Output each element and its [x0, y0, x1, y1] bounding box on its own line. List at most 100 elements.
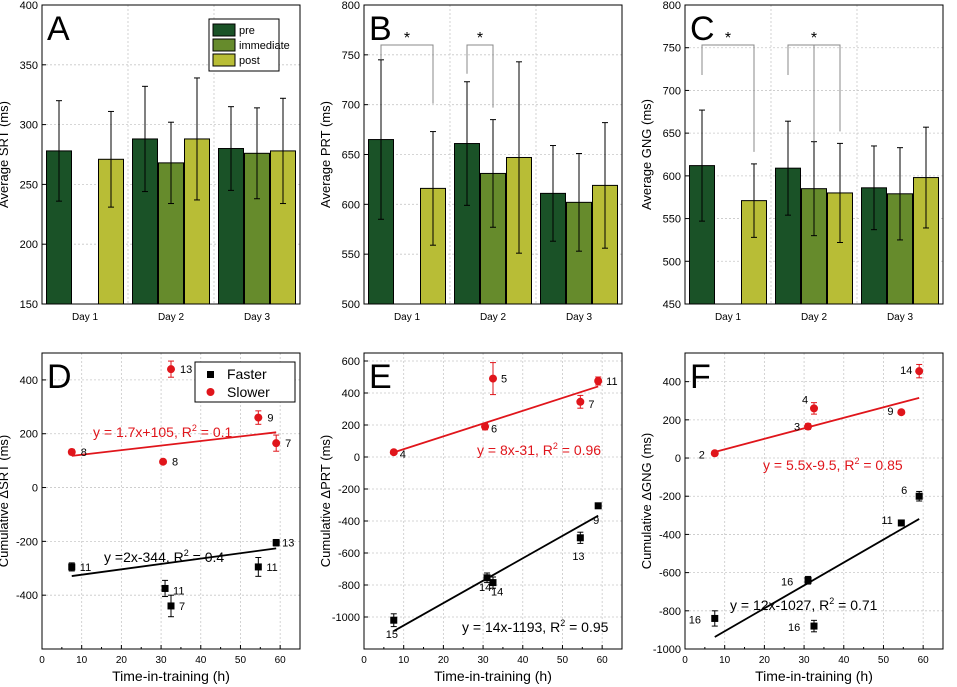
point-label: 16: [689, 614, 701, 626]
panel-f: -1000 -800 -600 -400 -200 0 200 400 0 10 20 30 40 50 6…: [639, 352, 944, 684]
y-tick-label: 700: [342, 100, 360, 112]
y-tick-label: -600: [659, 568, 681, 580]
legend-label-pre: pre: [239, 25, 255, 37]
y-tick-label: 450: [663, 299, 681, 311]
y-tick-label: 250: [20, 179, 38, 191]
legend-bars: pre immediate post: [208, 18, 290, 72]
point-faster: [594, 502, 602, 510]
y-axis-label: Average GNG (ms): [639, 99, 654, 210]
point-faster: [897, 519, 905, 527]
y-tick-label: -400: [338, 516, 360, 528]
y-tick-label: -400: [659, 529, 681, 541]
point-faster: [254, 563, 262, 571]
point-slower: [576, 397, 585, 406]
y-tick-label: 700: [663, 85, 681, 97]
significance-star: *: [725, 30, 731, 47]
y-tick-label: -800: [338, 580, 360, 592]
y-tick-label: 200: [663, 415, 681, 427]
y-tick-label: 750: [663, 43, 681, 55]
x-axis-label: Time-in-training (h): [112, 668, 230, 684]
plot-frame: [684, 4, 944, 305]
point-label: 14: [900, 365, 912, 377]
y-tick-label: 150: [20, 299, 38, 311]
x-tick-label: 20: [116, 655, 128, 666]
point-slower: [489, 374, 497, 383]
point-label: 3: [794, 422, 800, 434]
x-tick-label: Day 1: [394, 312, 421, 323]
fit-line-faster: [71, 547, 277, 577]
y-tick-label: 200: [342, 420, 360, 432]
point-faster: [711, 614, 719, 622]
point-label: 7: [285, 438, 291, 450]
y-tick-label: 600: [663, 171, 681, 183]
y-tick-label: 400: [20, 0, 38, 12]
panel-letter: B: [369, 10, 392, 48]
y-tick-label: 350: [20, 60, 38, 72]
fit-line-slower: [393, 385, 599, 454]
plot-frame: [41, 352, 301, 650]
panel-e: -1000 -800 -600 -400 -200 0 200 400 600 0 10 20 30 40…: [318, 352, 623, 684]
point-label: 9: [887, 406, 893, 418]
point-label: 4: [802, 394, 808, 406]
legend-label-immediate: immediate: [239, 40, 290, 52]
point-label: 16: [788, 622, 800, 634]
significance-bracket: [701, 44, 755, 152]
point-label: 8: [81, 447, 87, 459]
x-tick-label: Day 3: [887, 312, 914, 323]
y-tick-label: 600: [342, 199, 360, 211]
panel-letter: C: [690, 10, 715, 48]
point-slower: [804, 422, 813, 431]
panel-c: 450 500 550 600 650 700 750 800 Day 1 Day 2 Day 3 *…: [639, 0, 944, 323]
y-tick-label: 300: [20, 120, 38, 132]
point-faster: [804, 576, 812, 584]
y-tick-label: -800: [659, 606, 681, 618]
point-slower: [481, 422, 490, 431]
y-axis-label: Average PRT (ms): [318, 101, 333, 208]
fit-line-slower: [714, 397, 920, 453]
point-label: 7: [179, 601, 185, 613]
y-axis-label: Cumulative ΔSRT (ms): [0, 435, 11, 567]
legend-swatch-pre: [212, 23, 236, 37]
x-tick-label: Day 2: [801, 312, 828, 323]
legend-swatch-post: [212, 53, 236, 67]
point-slower: [897, 408, 906, 417]
point-label: 9: [267, 413, 273, 425]
x-tick-label: 10: [398, 655, 410, 666]
x-tick-label: 0: [682, 655, 688, 666]
x-tick-label: 0: [361, 655, 367, 666]
y-tick-label: 500: [342, 299, 360, 311]
point-label: 9: [593, 515, 599, 527]
point-label: 14: [479, 582, 491, 594]
fit-line-slower: [71, 431, 277, 457]
point-faster: [489, 579, 497, 587]
x-tick-label: Day 1: [715, 312, 742, 323]
fit-equation-slower: y = 1.7x+105, R2 = 0.1: [93, 423, 232, 440]
x-tick-label: Day 3: [244, 312, 271, 323]
y-tick-label: 400: [663, 377, 681, 389]
point-faster: [167, 602, 175, 610]
legend-marker-faster: [207, 371, 214, 378]
x-tick-label: 50: [557, 655, 569, 666]
panel-d: -400 -200 0 200 400 0 10 20 30 40 50 60 Time-in-trai…: [0, 352, 301, 684]
y-tick-label: 650: [663, 128, 681, 140]
point-slower: [389, 448, 398, 457]
y-tick-label: 800: [663, 0, 681, 12]
y-tick-label: 0: [354, 452, 360, 464]
panel-a: 150 200 250 300 350 400 Day 1 Day 2 Day 3 Average…: [0, 0, 301, 323]
point-label: 6: [901, 485, 907, 497]
y-tick-label: -400: [16, 590, 38, 602]
fit-equation-slower: y = 5.5x-9.5, R2 = 0.85: [763, 456, 903, 473]
x-tick-label: 30: [478, 655, 490, 666]
point-slower: [67, 448, 76, 457]
y-tick-label: 750: [342, 50, 360, 62]
x-tick-label: 60: [597, 655, 609, 666]
fit-line-faster: [393, 514, 599, 632]
y-tick-label: 550: [663, 214, 681, 226]
panel-letter: D: [47, 358, 72, 396]
x-axis-label: Time-in-training (h): [755, 668, 873, 684]
y-axis-label: Average SRT (ms): [0, 101, 11, 208]
significance-star: *: [404, 30, 410, 47]
point-faster: [161, 584, 169, 592]
point-label: 11: [80, 562, 91, 574]
panel-letter: F: [690, 358, 711, 396]
